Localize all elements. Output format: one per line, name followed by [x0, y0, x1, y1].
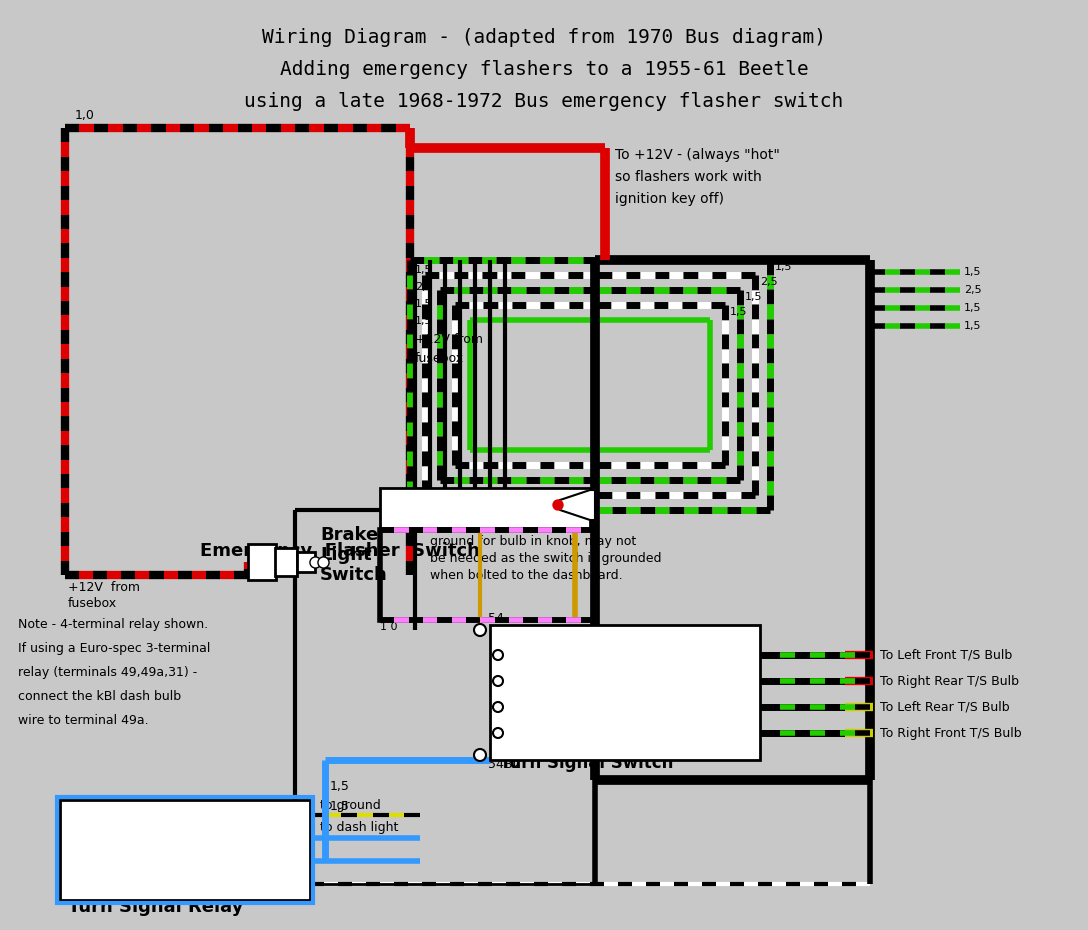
Bar	[380, 488, 590, 528]
Text: 1,0: 1,0	[548, 676, 566, 686]
Text: To Right Rear T/S Bulb: To Right Rear T/S Bulb	[880, 674, 1019, 687]
Bar	[60, 800, 310, 900]
Bar	[57, 797, 313, 903]
Bar	[248, 544, 276, 580]
Text: VR: VR	[508, 728, 523, 738]
Text: 2,5: 2,5	[761, 277, 778, 287]
Circle shape	[493, 676, 503, 686]
Text: to dash light: to dash light	[320, 821, 398, 834]
Text: 2,5: 2,5	[415, 282, 433, 292]
Text: 1,5: 1,5	[330, 800, 350, 813]
Text: 1,5: 1,5	[730, 307, 747, 317]
Text: Switch: Switch	[320, 566, 387, 584]
Bar	[490, 625, 761, 760]
Text: 1,5: 1,5	[415, 265, 433, 275]
Text: 31: 31	[65, 810, 79, 820]
Text: Light: Light	[320, 546, 372, 564]
Text: To Right Front T/S Bulb: To Right Front T/S Bulb	[880, 726, 1022, 739]
Text: ═══: ═══	[102, 807, 122, 817]
Bar	[275, 548, 297, 576]
Text: fusebox: fusebox	[415, 352, 465, 365]
Text: Emergency  Flasher  Switch: Emergency Flasher Switch	[200, 542, 480, 560]
Text: +: +	[463, 516, 472, 526]
Text: 54: 54	[489, 612, 504, 625]
Text: HR: HR	[508, 676, 524, 686]
Text: 1 0: 1 0	[380, 622, 397, 632]
Text: Turn Signal Relay: Turn Signal Relay	[67, 898, 244, 916]
Text: be needed as the switch is grounded: be needed as the switch is grounded	[430, 552, 662, 565]
Text: ignition key off): ignition key off)	[615, 192, 724, 206]
Text: Wiring Diagram - (adapted from 1970 Bus diagram): Wiring Diagram - (adapted from 1970 Bus …	[262, 28, 826, 47]
Circle shape	[493, 650, 503, 660]
Text: 1,5: 1,5	[415, 299, 433, 309]
Text: 31: 31	[532, 516, 544, 526]
Text: Brake: Brake	[320, 526, 379, 544]
Text: If using a Euro-spec 3-terminal: If using a Euro-spec 3-terminal	[18, 642, 210, 655]
Text: 1,0: 1,0	[548, 650, 566, 660]
Text: 1,0: 1,0	[548, 728, 566, 738]
Text: 15: 15	[532, 490, 544, 500]
Text: +49: +49	[65, 879, 88, 889]
Text: 1,5: 1,5	[745, 292, 763, 302]
Text: 1,5: 1,5	[330, 780, 350, 793]
Text: 1,5: 1,5	[964, 303, 981, 313]
Text: 49: 49	[462, 490, 474, 500]
Text: 54f: 54f	[507, 516, 523, 526]
Text: ═══: ═══	[102, 830, 122, 840]
Text: +12V  from: +12V from	[67, 581, 140, 594]
Circle shape	[474, 624, 486, 636]
Text: VL: VL	[508, 650, 522, 660]
Circle shape	[553, 500, 562, 510]
Text: 1,0: 1,0	[75, 109, 95, 122]
Text: 2,5: 2,5	[110, 879, 127, 889]
Text: 1,0: 1,0	[548, 702, 566, 712]
Text: using a late 1968-1972 Bus emergency flasher switch: using a late 1968-1972 Bus emergency fla…	[245, 92, 843, 111]
Text: so flashers work with: so flashers work with	[615, 170, 762, 184]
Text: 30: 30	[412, 490, 424, 500]
Text: 1,5: 1,5	[775, 262, 792, 272]
Text: 1,5: 1,5	[415, 316, 433, 326]
Circle shape	[493, 702, 503, 712]
Text: 54: 54	[388, 490, 401, 500]
Text: 1,5: 1,5	[964, 321, 981, 331]
Bar	[297, 552, 316, 572]
Text: wire to terminal 49a.: wire to terminal 49a.	[18, 714, 149, 727]
Text: KBL: KBL	[65, 833, 86, 843]
Text: To Left Rear T/S Bulb: To Left Rear T/S Bulb	[880, 700, 1010, 713]
Text: 1,5: 1,5	[964, 267, 981, 277]
Text: To +12V - (always "hot": To +12V - (always "hot"	[615, 148, 780, 162]
Text: L: L	[512, 490, 518, 500]
Circle shape	[493, 728, 503, 738]
Text: ■■■: ■■■	[102, 853, 134, 863]
Text: HL: HL	[508, 702, 522, 712]
Text: 49 a: 49 a	[65, 856, 89, 866]
Text: to ground: to ground	[320, 799, 381, 812]
Text: Turn Signal Switch: Turn Signal Switch	[500, 754, 673, 772]
Text: 2,5: 2,5	[964, 285, 981, 295]
Text: To Left Front T/S Bulb: To Left Front T/S Bulb	[880, 648, 1012, 661]
Text: relay (terminals 49,49a,31) -: relay (terminals 49,49a,31) -	[18, 666, 197, 679]
Text: R: R	[490, 490, 496, 500]
Text: when bolted to the dashboard.: when bolted to the dashboard.	[430, 569, 622, 582]
Text: connect the kBl dash bulb: connect the kBl dash bulb	[18, 690, 181, 703]
Text: fusebox: fusebox	[67, 597, 118, 610]
Circle shape	[474, 749, 486, 761]
Text: ground for bulb in knob, may not: ground for bulb in knob, may not	[430, 535, 636, 548]
Text: 49a: 49a	[433, 490, 452, 500]
Bar	[380, 530, 595, 620]
Text: Note - 4-terminal relay shown.: Note - 4-terminal relay shown.	[18, 618, 208, 631]
Text: 54BL: 54BL	[489, 758, 519, 771]
Text: Adding emergency flashers to a 1955-61 Beetle: Adding emergency flashers to a 1955-61 B…	[280, 60, 808, 79]
Polygon shape	[560, 490, 595, 520]
Text: +12V from: +12V from	[415, 333, 483, 346]
